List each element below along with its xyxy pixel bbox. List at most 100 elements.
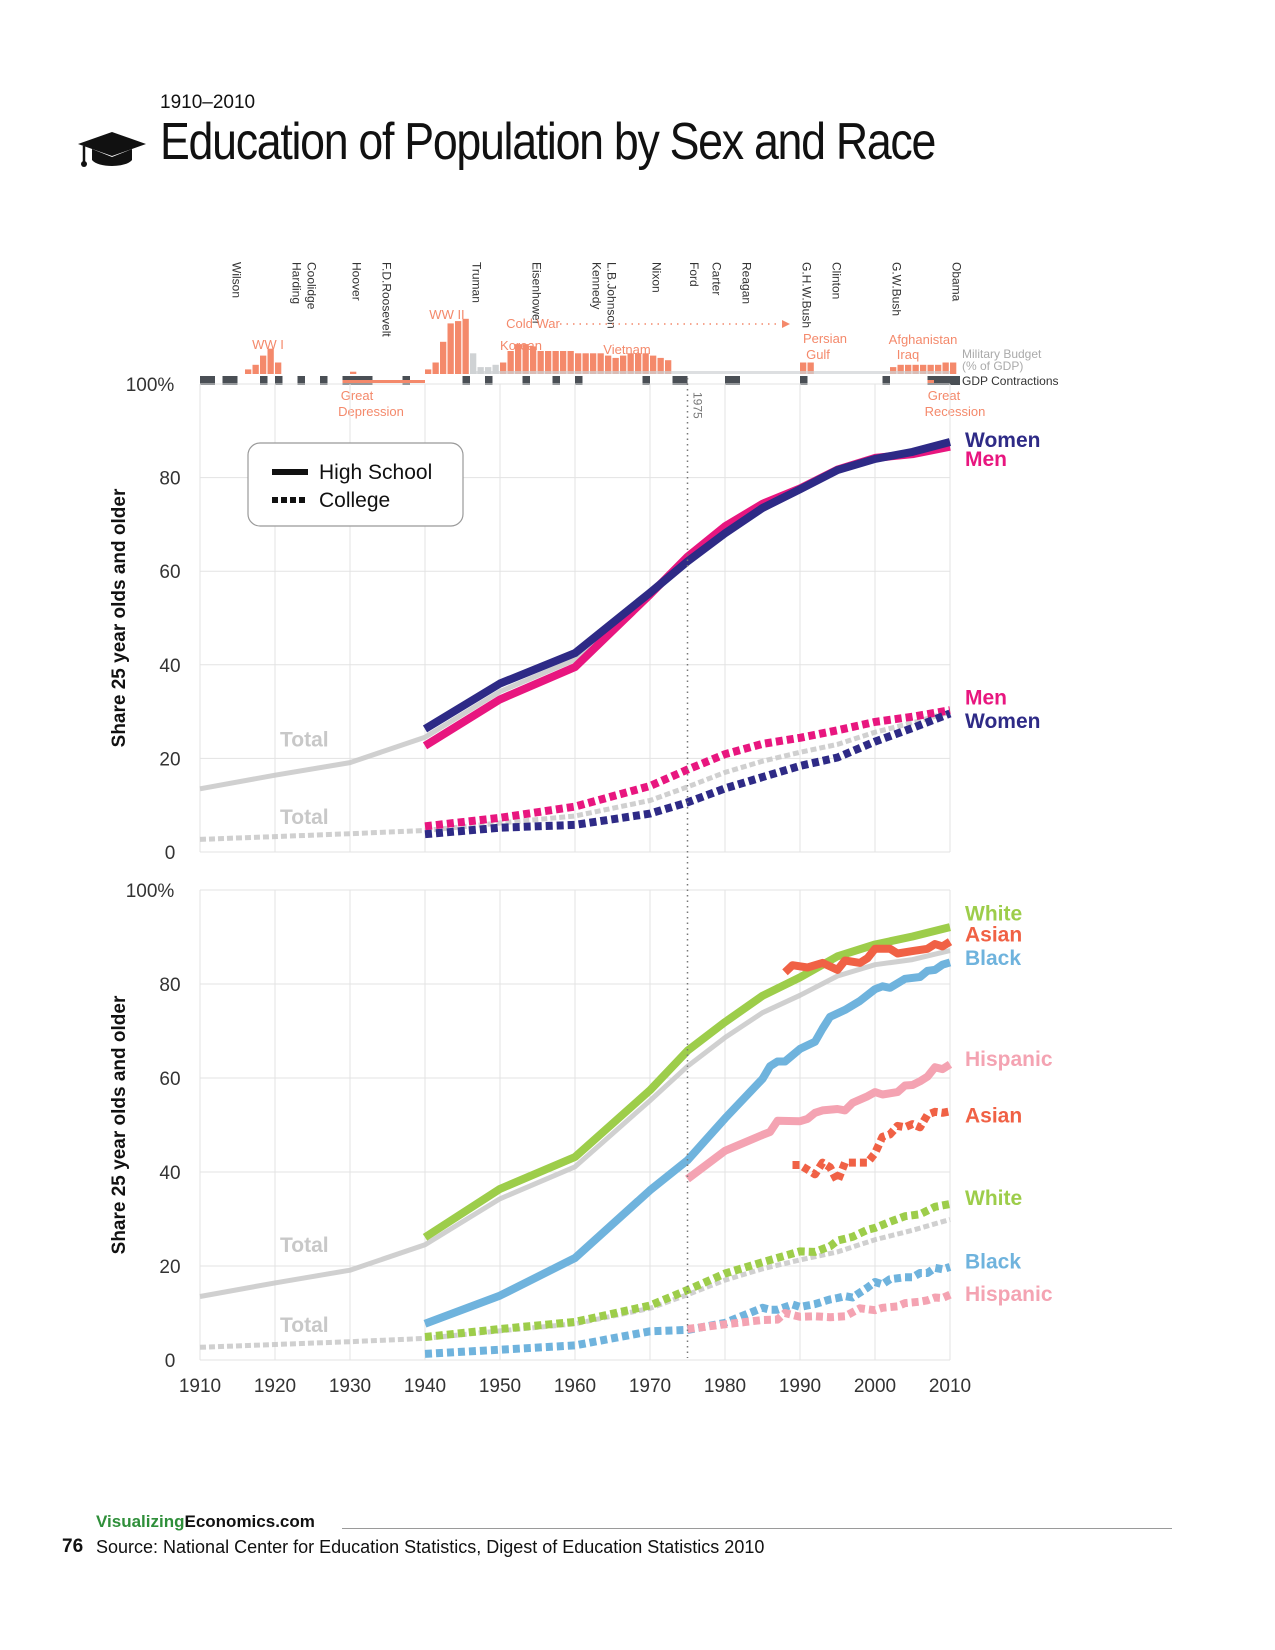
series-label-men: Men xyxy=(965,448,1007,471)
president-label: Wilson xyxy=(230,262,244,298)
military-bar xyxy=(905,364,912,374)
gdp-contraction-bar xyxy=(275,376,283,385)
x-tick-label: 2010 xyxy=(929,1376,971,1397)
president-label: Obama xyxy=(950,262,964,302)
military-bar xyxy=(492,364,499,374)
x-tick-label: 1930 xyxy=(329,1376,371,1397)
page-number: 76 xyxy=(62,1536,84,1557)
series-line-men-college xyxy=(424,706,951,831)
military-bar xyxy=(650,355,657,374)
military-bar xyxy=(657,357,664,374)
y-tick-label: 20 xyxy=(159,1257,180,1278)
event-label: Depression xyxy=(338,404,404,419)
series-line-men-high_school xyxy=(422,442,951,750)
gdp-contraction-bar xyxy=(725,376,733,385)
y-tick-label: 60 xyxy=(159,1069,180,1090)
gdp-contraction-bar xyxy=(642,376,650,385)
series-line-white-high_school xyxy=(422,923,951,1241)
military-bar xyxy=(935,364,942,374)
event-label: Persian xyxy=(803,331,847,346)
x-tick-label: 1950 xyxy=(479,1376,521,1397)
military-bar xyxy=(500,362,507,374)
gdp-contraction-bar xyxy=(320,376,328,385)
gdp-contraction-bar xyxy=(485,376,493,385)
event-label: Vietnam xyxy=(603,342,650,357)
military-bar xyxy=(455,321,462,374)
gdp-legend: GDP Contractions xyxy=(962,374,1059,388)
y-tick-label: 0 xyxy=(165,843,176,864)
legend-high-school: High School xyxy=(319,461,432,484)
military-bar xyxy=(642,353,649,374)
x-tick-label: 1920 xyxy=(254,1376,296,1397)
military-bar xyxy=(582,353,589,374)
military-bar xyxy=(927,364,934,374)
series-label-black: Black xyxy=(965,947,1021,970)
military-bar xyxy=(462,318,469,374)
military-bar xyxy=(507,351,514,374)
x-tick-label: 2000 xyxy=(854,1376,896,1397)
series-label-total: Total xyxy=(280,1314,329,1337)
military-bar xyxy=(552,351,559,374)
series-line-total-college xyxy=(199,709,951,842)
military-bar xyxy=(275,362,282,374)
gdp-contraction-bar xyxy=(882,376,890,385)
series-label-black: Black xyxy=(965,1250,1021,1273)
military-bar xyxy=(260,355,267,374)
president-label: Kennedy xyxy=(590,262,604,309)
series-line-hispanic-high_school xyxy=(685,1061,953,1183)
military-baseline xyxy=(470,371,950,374)
series-label-women: Women xyxy=(965,710,1040,733)
series-line-women-high_school xyxy=(422,438,952,733)
gdp-contraction-bar xyxy=(260,376,268,385)
president-label: Reagan xyxy=(740,262,754,304)
y-tick-label: 80 xyxy=(159,975,180,996)
president-label: G.H.W.Bush xyxy=(800,262,814,328)
military-bar xyxy=(665,360,672,374)
cold-war-arrowhead xyxy=(782,320,790,328)
military-legend-sub: (% of GDP) xyxy=(962,359,1023,373)
military-bar xyxy=(950,362,957,374)
legend-box xyxy=(247,442,464,527)
military-bar xyxy=(440,341,447,374)
series-label-white: White xyxy=(965,903,1022,926)
event-label: Afghanistan xyxy=(889,332,958,347)
military-bar xyxy=(612,357,619,374)
x-tick-label: 1940 xyxy=(404,1376,446,1397)
gdp-contraction-bar xyxy=(200,376,215,385)
series-label-white: White xyxy=(965,1187,1022,1210)
series-label-total: Total xyxy=(280,729,329,752)
gdp-contraction-bar xyxy=(732,376,740,385)
president-label: Nixon xyxy=(650,262,664,293)
president-label: L.B.Johnson xyxy=(605,262,619,329)
series-label-hispanic: Hispanic xyxy=(965,1283,1053,1306)
military-bar xyxy=(567,351,574,374)
legend-college: College xyxy=(319,489,390,512)
y-tick-label: 40 xyxy=(159,656,180,677)
military-bar xyxy=(912,364,919,374)
military-bar xyxy=(545,351,552,374)
footer-brand-b: Economics.com xyxy=(184,1512,315,1531)
gdp-contraction-bar xyxy=(552,376,560,385)
y-tick-label: 80 xyxy=(159,469,180,490)
event-label: WW II xyxy=(429,307,464,322)
y-axis-label: Share 25 year olds and older xyxy=(109,488,130,747)
series-label-hispanic: Hispanic xyxy=(965,1048,1053,1071)
series-label-asian: Asian xyxy=(965,1105,1022,1128)
series-label-asian: Asian xyxy=(965,924,1022,947)
footer-brand[interactable]: VisualizingEconomics.com xyxy=(96,1512,315,1532)
y-tick-label: 100% xyxy=(126,375,175,396)
military-bar xyxy=(252,364,259,374)
gdp-contraction-bar xyxy=(222,376,238,385)
military-bar xyxy=(537,351,544,374)
x-tick-label: 1910 xyxy=(179,1376,221,1397)
military-legend: Military Budget xyxy=(962,347,1042,361)
military-bar xyxy=(350,371,357,374)
series-label-men: Men xyxy=(965,687,1007,710)
depression-line xyxy=(342,380,425,383)
military-bar xyxy=(425,369,432,374)
year-range: 1910–2010 xyxy=(160,92,256,113)
military-bar xyxy=(920,364,927,374)
military-bar xyxy=(800,362,807,374)
gdp-contraction-bar xyxy=(462,376,470,385)
